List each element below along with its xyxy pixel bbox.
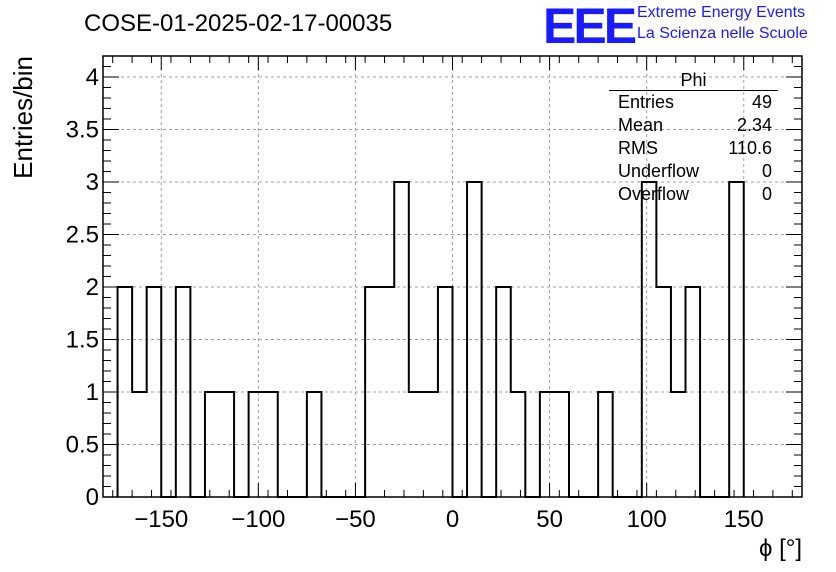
y-tick-label: 1 [86, 379, 99, 406]
y-tick-label: 1.5 [66, 327, 99, 354]
stats-box: Phi Entries 49 Mean 2.34 RMS 110.6 Under… [609, 70, 778, 206]
stats-label: RMS [618, 138, 658, 158]
x-tick-label: 50 [536, 506, 563, 533]
stats-label: Mean [618, 115, 664, 135]
x-tick-label: −50 [335, 506, 376, 533]
x-tick-label: −150 [134, 506, 188, 533]
stats-row-entries: Entries 49 [612, 91, 778, 114]
x-tick-label: 0 [446, 506, 459, 533]
stats-row-rms: RMS 110.6 [612, 137, 778, 160]
stats-value: 2.34 [736, 115, 772, 135]
stats-value: 0 [761, 184, 772, 204]
y-tick-label: 2 [86, 274, 99, 301]
stats-label: Underflow [618, 161, 700, 181]
stats-label: Entries [618, 92, 675, 112]
y-tick-label: 3.5 [66, 117, 99, 144]
histogram-outline [116, 181, 745, 498]
stats-row-mean: Mean 2.34 [612, 114, 778, 137]
histogram-bar [496, 287, 511, 497]
y-tick-label: 0 [86, 484, 99, 511]
x-tick-label: 100 [627, 506, 667, 533]
stats-value: 49 [751, 92, 772, 112]
stats-row-overflow: Overflow 0 [612, 183, 778, 206]
y-axis-label: Entries/bin [8, 56, 38, 179]
x-tick-label: 150 [724, 506, 764, 533]
stats-value: 110.6 [728, 138, 772, 158]
histogram-bar [394, 182, 409, 497]
y-tick-label: 4 [86, 64, 99, 91]
x-axis-label: ϕ [°] [759, 535, 802, 562]
logo-line-2: La Scienza nelle Scuole [637, 25, 808, 42]
stats-value: 0 [761, 161, 772, 181]
x-tick-label: −100 [231, 506, 285, 533]
run-title: COSE-01-2025-02-17-00035 [84, 10, 393, 37]
stats-row-underflow: Underflow 0 [612, 160, 778, 183]
histogram-bar [598, 392, 613, 497]
stats-label: Overflow [618, 184, 690, 204]
eee-logo: EEE [543, 0, 637, 54]
y-tick-label: 2.5 [66, 222, 99, 249]
logo-line-1: Extreme Energy Events [637, 4, 806, 21]
y-tick-label: 0.5 [66, 432, 99, 459]
y-tick-label: 3 [86, 169, 99, 196]
stats-title: Phi [609, 70, 778, 91]
